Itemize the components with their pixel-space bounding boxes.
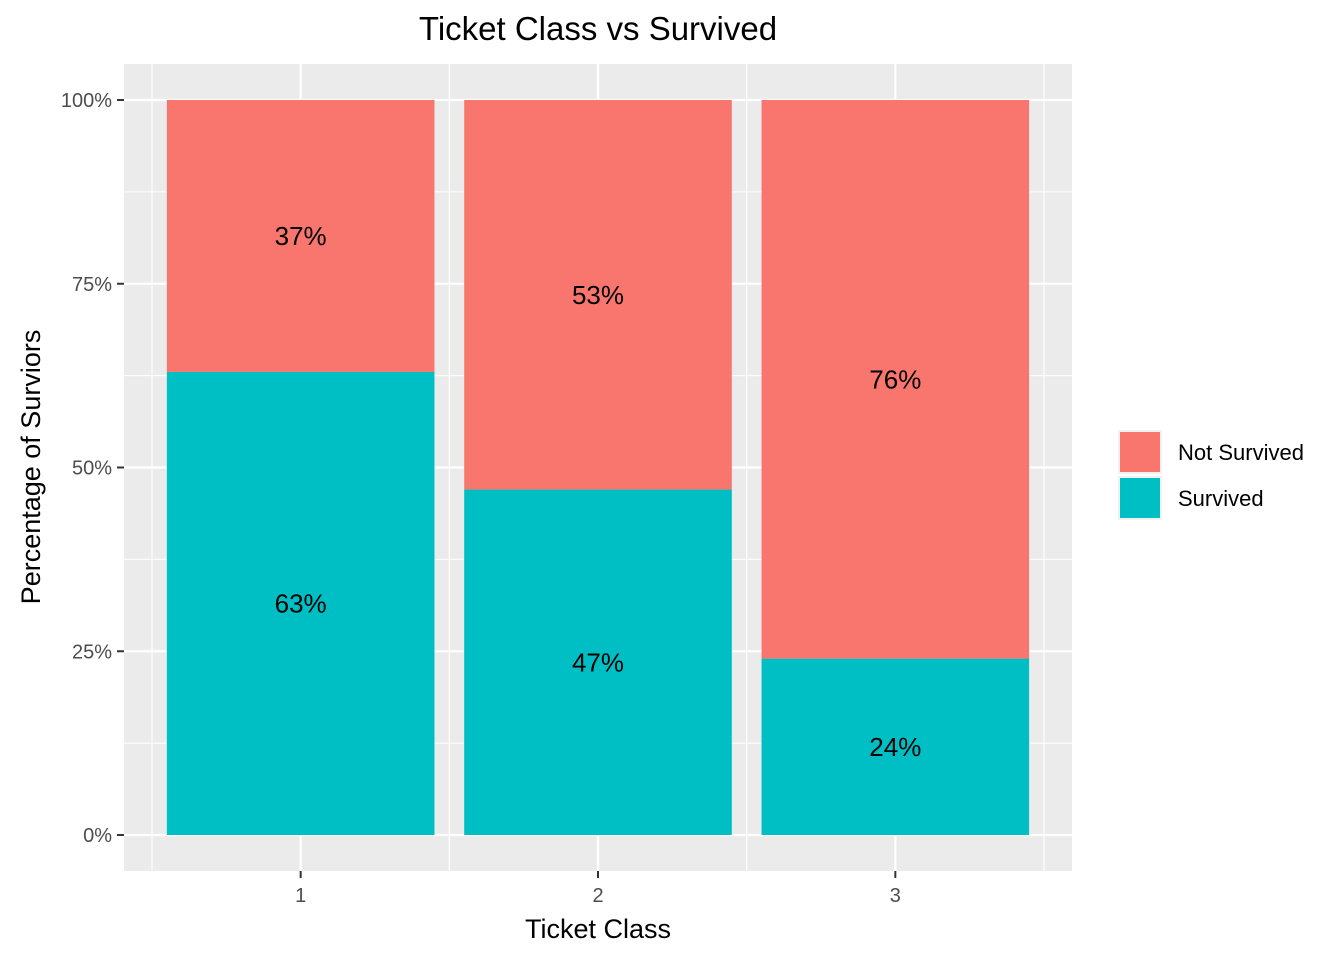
legend: Not Survived Survived: [1118, 430, 1304, 520]
x-tick-label: 3: [890, 885, 901, 907]
y-tick-label: 100%: [61, 90, 112, 112]
y-tick-label: 75%: [72, 274, 112, 296]
legend-swatch-survived: [1120, 478, 1160, 518]
chart-title: Ticket Class vs Survived: [419, 10, 777, 47]
y-axis-title: Percentage of Surviors: [16, 330, 46, 605]
bar-not-survived-class-3: [761, 100, 1030, 659]
legend-label-survived: Survived: [1178, 486, 1264, 511]
axes: 0% 25% 50% 75% 100% 1 2 3: [61, 90, 901, 907]
bar-label: 24%: [869, 732, 921, 762]
y-tick-label: 50%: [72, 458, 112, 480]
y-tick-label: 25%: [72, 641, 112, 663]
bar-label: 63%: [275, 588, 327, 618]
bar-label: 53%: [572, 280, 624, 310]
x-tick-label: 2: [592, 885, 603, 907]
bar-not-survived-class-1: [166, 100, 435, 372]
bar-survived-class-3: [761, 658, 1030, 835]
bar-label: 37%: [275, 221, 327, 251]
bar-survived-class-2: [464, 489, 732, 835]
bar-label: 47%: [572, 647, 624, 677]
bar-survived-class-1: [166, 371, 435, 835]
x-axis-title: Ticket Class: [525, 914, 671, 944]
bar-label: 76%: [869, 364, 921, 394]
legend-swatch-not-survived: [1120, 432, 1160, 472]
bars: 63% 37% 47% 53% 24% 76%: [166, 100, 1030, 835]
bar-not-survived-class-2: [464, 100, 732, 490]
y-tick-label: 0%: [83, 825, 112, 847]
legend-label-not-survived: Not Survived: [1178, 440, 1304, 465]
x-tick-label: 1: [295, 885, 306, 907]
